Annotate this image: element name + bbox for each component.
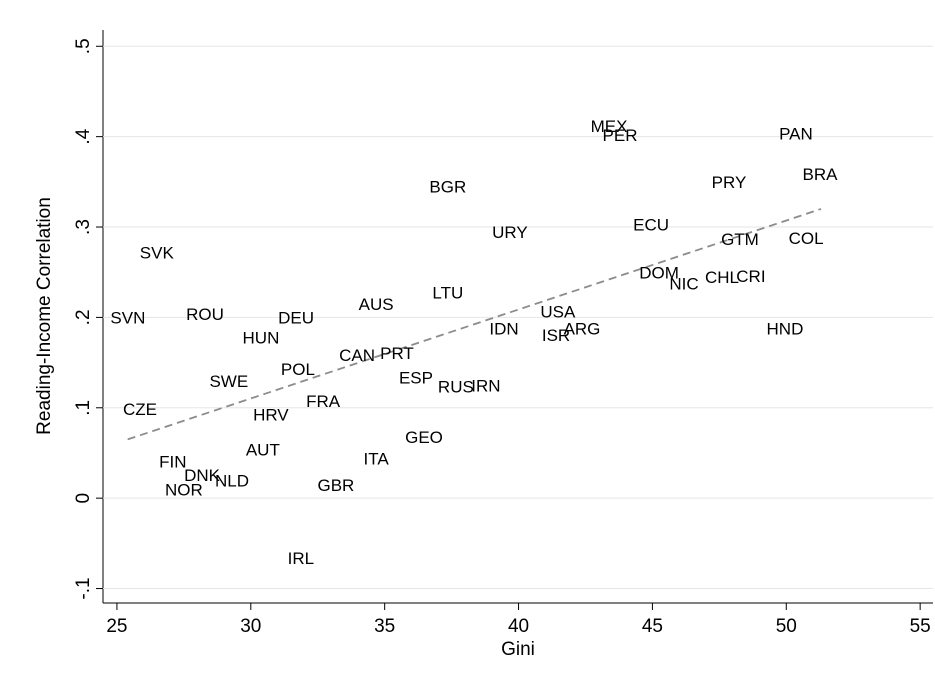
- point-label: HND: [767, 320, 804, 339]
- y-axis-label: Reading-Income Correlation: [34, 197, 55, 435]
- point-label: RUS: [438, 377, 474, 396]
- y-tick-label: .2: [73, 309, 94, 325]
- point-label: CZE: [123, 400, 157, 419]
- x-tick-label: 25: [106, 616, 127, 637]
- point-label: CAN: [339, 346, 375, 365]
- y-tick-label: .1: [73, 400, 94, 416]
- point-label: GEO: [405, 428, 443, 447]
- point-label: IDN: [489, 320, 518, 339]
- point-label: NOR: [165, 480, 203, 499]
- point-label: ECU: [633, 216, 669, 235]
- point-label: HUN: [243, 329, 280, 348]
- point-label: AUT: [246, 441, 280, 460]
- point-label: LTU: [432, 283, 463, 302]
- point-label: PAN: [779, 124, 813, 143]
- point-label: IRL: [288, 549, 314, 568]
- point-label: DEU: [278, 309, 314, 328]
- point-label: ITA: [364, 450, 390, 469]
- point-label: USA: [540, 302, 576, 321]
- y-tick-label: -.1: [73, 577, 94, 599]
- point-label: FRA: [306, 392, 341, 411]
- point-label: IRN: [471, 376, 500, 395]
- point-label: BGR: [429, 178, 466, 197]
- x-tick-label: 45: [642, 616, 663, 637]
- x-tick-label: 55: [910, 616, 931, 637]
- x-tick-label: 35: [374, 616, 395, 637]
- y-tick-label: .4: [73, 128, 94, 144]
- point-label: SVN: [110, 309, 145, 328]
- point-label: ISR: [542, 326, 570, 345]
- point-label: BRA: [803, 165, 839, 184]
- x-tick-label: 30: [240, 616, 261, 637]
- point-label: SWE: [209, 372, 248, 391]
- point-label: CHL: [705, 268, 739, 287]
- point-label: ROU: [186, 305, 224, 324]
- point-label: DOM: [639, 264, 679, 283]
- y-tick-label: .5: [73, 38, 94, 54]
- point-label: GBR: [318, 476, 355, 495]
- point-label: SVK: [140, 244, 175, 263]
- point-label: FIN: [159, 452, 186, 471]
- point-label: PRT: [380, 344, 414, 363]
- point-label: GTM: [721, 230, 759, 249]
- point-label: URY: [492, 223, 528, 242]
- x-tick-label: 50: [776, 616, 797, 637]
- point-label: AUS: [359, 295, 394, 314]
- point-label: HRV: [253, 405, 289, 424]
- point-label: PRY: [712, 173, 747, 192]
- point-label: NIC: [669, 274, 698, 293]
- fit-line: [127, 208, 822, 441]
- x-tick-label: 40: [508, 616, 529, 637]
- point-label: DNK: [184, 466, 221, 485]
- point-label: ESP: [399, 368, 433, 387]
- point-label: MEX: [591, 117, 628, 136]
- point-label: NLD: [215, 471, 249, 490]
- point-label: COL: [789, 229, 824, 248]
- point-label: ARG: [564, 320, 601, 339]
- point-label: PER: [603, 126, 638, 145]
- point-label: POL: [281, 360, 315, 379]
- point-label: CRI: [736, 267, 765, 286]
- y-tick-label: .3: [73, 219, 94, 235]
- x-axis-label: Gini: [501, 639, 535, 660]
- y-tick-label: 0: [73, 493, 94, 504]
